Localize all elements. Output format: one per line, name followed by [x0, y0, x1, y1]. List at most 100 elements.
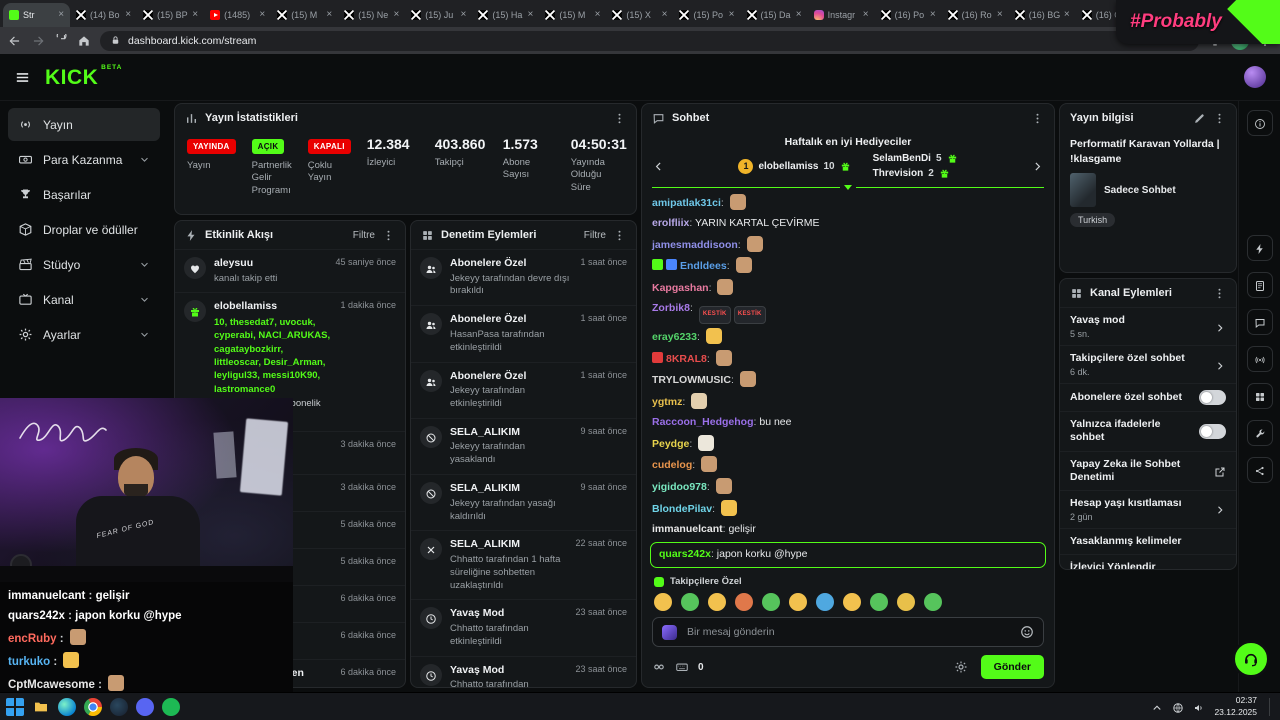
chat-username[interactable]: Zorbik8: [652, 301, 690, 314]
chat-message[interactable]: Kapgashan:: [642, 277, 1054, 299]
sidebar-item-st-dyo[interactable]: Stüdyo: [8, 248, 160, 281]
chat-rail-button[interactable]: [1246, 309, 1273, 335]
chat-message[interactable]: Peydge:: [642, 433, 1054, 455]
browser-tab[interactable]: (14) Bo ×: [70, 3, 137, 27]
browser-tab[interactable]: (15) Po ×: [673, 3, 740, 27]
chat-message[interactable]: yigidoo978:: [642, 476, 1054, 498]
browser-tab[interactable]: (15) Ha ×: [472, 3, 539, 27]
browser-tab[interactable]: (15) Ne ×: [338, 3, 405, 27]
chat-message[interactable]: Zorbik8: KESTİK KESTİK: [642, 299, 1054, 326]
tab-close-icon[interactable]: ×: [460, 9, 467, 20]
user-avatar[interactable]: [1244, 66, 1266, 88]
browser-tab[interactable]: Str ×: [3, 3, 71, 27]
chat-username[interactable]: BlondePilav: [652, 502, 713, 515]
back-icon[interactable]: [8, 34, 22, 48]
tab-close-icon[interactable]: ×: [259, 9, 266, 20]
tab-close-icon[interactable]: ×: [326, 9, 333, 20]
chat-username[interactable]: amipatlak31ci: [652, 197, 721, 209]
wrench-rail-button[interactable]: [1246, 420, 1273, 446]
chat-message[interactable]: ygtmz:: [642, 391, 1054, 413]
browser-tab[interactable]: (15) Da ×: [741, 3, 808, 27]
chat-message[interactable]: jamesmaddisoon:: [642, 234, 1054, 256]
send-button[interactable]: Gönder: [980, 655, 1044, 679]
channel-actions-menu-icon[interactable]: [1213, 287, 1226, 300]
chat-username[interactable]: jamesmaddisoon: [652, 238, 738, 251]
activity-filter-button[interactable]: Filtre: [352, 229, 375, 241]
toggle-switch[interactable]: [1199, 390, 1226, 406]
quick-emote[interactable]: [897, 593, 915, 611]
channel-action-row[interactable]: Takipçilere özel sohbet 6 dk.: [1060, 345, 1236, 383]
chat-username[interactable]: Peydge: [652, 437, 690, 450]
chat-username[interactable]: quars242x: [659, 548, 711, 561]
show-desktop-button[interactable]: [1269, 697, 1274, 716]
edit-stream-info-icon[interactable]: [1193, 112, 1206, 125]
chat-message[interactable]: immanuelcant: gelişir: [652, 522, 756, 535]
quick-emote[interactable]: [735, 593, 753, 611]
channel-action-row[interactable]: İzleyici Yönlendir: [1060, 554, 1236, 569]
chrome-taskbar-icon[interactable]: [84, 697, 102, 716]
browser-tab[interactable]: (16) Ro ×: [942, 3, 1009, 27]
chat-message[interactable]: Raccoon_Hedgehog: bu nee: [652, 415, 792, 428]
edge-taskbar-icon[interactable]: [58, 697, 76, 716]
sidebar-item-ayarlar[interactable]: Ayarlar: [8, 318, 160, 351]
chat-message[interactable]: Endldees:: [642, 255, 1054, 277]
chat-message[interactable]: amipatlak31ci:: [642, 192, 1054, 214]
quick-emote[interactable]: [843, 593, 861, 611]
chat-username[interactable]: Raccoon_Hedgehog: [652, 415, 754, 428]
moderation-filter-button[interactable]: Filtre: [583, 229, 606, 241]
quick-emote[interactable]: [654, 593, 672, 611]
kick-logo[interactable]: KICK BETA: [45, 64, 121, 88]
browser-tab[interactable]: (1485) ×: [204, 3, 271, 27]
sidebar-item-droplar-ve-d-ller[interactable]: Droplar ve ödüller: [8, 213, 160, 246]
speaker-tray-icon[interactable]: [1193, 701, 1205, 713]
tab-close-icon[interactable]: ×: [996, 9, 1003, 20]
forward-icon[interactable]: [31, 34, 45, 48]
tab-close-icon[interactable]: ×: [125, 9, 132, 20]
channel-action-row[interactable]: Hesap yaşı kısıtlaması 2 gün: [1060, 489, 1236, 528]
tab-close-icon[interactable]: ×: [393, 9, 400, 20]
channel-action-row[interactable]: Abonelere özel sohbet: [1060, 383, 1236, 411]
stats-menu-icon[interactable]: [613, 112, 626, 125]
chat-username[interactable]: Endldees: [652, 259, 727, 272]
sidebar-item-yay-n[interactable]: Yayın: [8, 108, 160, 141]
emoji-picker-icon[interactable]: [1020, 625, 1034, 639]
chat-username[interactable]: ygtmz: [652, 396, 683, 408]
tab-close-icon[interactable]: ×: [192, 9, 199, 20]
chat-username[interactable]: immanuelcant: [652, 522, 723, 535]
tab-close-icon[interactable]: ×: [728, 9, 735, 20]
discord-taskbar-icon[interactable]: [136, 697, 154, 716]
chat-message[interactable]: 8KRAL8:: [642, 348, 1054, 370]
channel-action-row[interactable]: Yasaklanmış kelimeler: [1060, 527, 1236, 554]
chat-settings-icon[interactable]: [954, 660, 968, 674]
chat-input[interactable]: [685, 625, 1012, 639]
address-bar[interactable]: dashboard.kick.com/stream: [100, 30, 1199, 51]
gifter-entry[interactable]: SelamBenDi 5: [873, 153, 958, 164]
info-rail-button[interactable]: [1246, 110, 1273, 136]
sidebar-item-ba-ar-lar[interactable]: Başarılar: [8, 178, 160, 211]
browser-tab[interactable]: (15) M ×: [271, 3, 338, 27]
language-tag[interactable]: Turkish: [1070, 213, 1116, 228]
quick-emote[interactable]: [708, 593, 726, 611]
quick-emote[interactable]: [681, 593, 699, 611]
channel-action-row[interactable]: Yalnızca ifadelerle sohbet: [1060, 411, 1236, 450]
chat-message[interactable]: TRYLOWMUSIC:: [642, 369, 1054, 391]
sidebar-item-kanal[interactable]: Kanal: [8, 283, 160, 316]
gifters-next-icon[interactable]: [1031, 160, 1044, 173]
chat-username[interactable]: cudelog: [652, 459, 693, 472]
quick-emote[interactable]: [762, 593, 780, 611]
chat-message[interactable]: erolfliix: YARIN KARTAL ÇEVİRME: [652, 216, 820, 229]
activity-menu-icon[interactable]: [382, 229, 395, 242]
cast-rail-button[interactable]: [1246, 346, 1273, 372]
folder-taskbar-icon[interactable]: [32, 698, 50, 716]
identity-icon[interactable]: [652, 660, 666, 674]
home-icon[interactable]: [77, 34, 91, 48]
tab-close-icon[interactable]: ×: [1063, 9, 1070, 20]
bolt-rail-button[interactable]: [1246, 235, 1273, 261]
nodes-rail-button[interactable]: [1246, 457, 1273, 483]
chat-message[interactable]: quars242x: japon korku @hype: [650, 542, 1046, 568]
hamburger-menu-icon[interactable]: [14, 69, 31, 86]
toggle-switch[interactable]: [1199, 423, 1226, 439]
tab-close-icon[interactable]: ×: [661, 9, 668, 20]
keyboard-icon[interactable]: [675, 660, 689, 674]
support-button[interactable]: [1232, 640, 1270, 678]
